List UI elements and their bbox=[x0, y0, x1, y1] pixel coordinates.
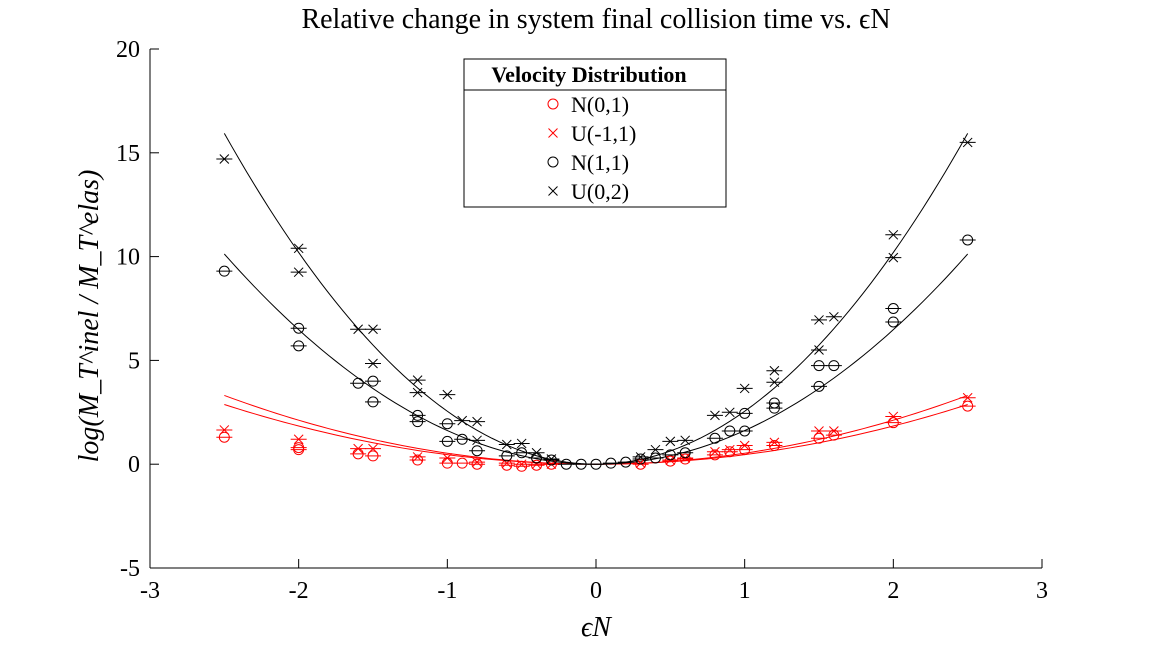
y-tick-label: -5 bbox=[120, 556, 140, 582]
legend-label: U(-1,1) bbox=[571, 121, 636, 146]
fit-line-N(1,1) bbox=[223, 253, 969, 465]
legend-title: Velocity Distribution bbox=[491, 62, 686, 87]
x-tick-label: -1 bbox=[437, 578, 457, 604]
y-tick-label: 15 bbox=[116, 141, 140, 167]
legend-item: N(0,1) bbox=[547, 92, 629, 117]
legend-box bbox=[463, 58, 727, 208]
y-tick-label: 20 bbox=[116, 37, 140, 63]
y-axis-label: log(M_T^inel / M_T^elas) bbox=[74, 170, 105, 463]
legend-marker bbox=[548, 186, 558, 196]
x-stroke bbox=[548, 186, 558, 196]
x-tick-label: -3 bbox=[140, 578, 160, 604]
x-tick-label: 3 bbox=[1036, 578, 1048, 604]
x-tick-label: 0 bbox=[590, 578, 602, 604]
legend-label: N(1,1) bbox=[571, 150, 629, 175]
axes bbox=[149, 48, 1043, 569]
legend-marker bbox=[548, 128, 558, 138]
legend: Velocity Distribution N(0,1) U(-1,1) N(1,1… bbox=[463, 58, 727, 208]
legend-item: N(1,1) bbox=[547, 150, 629, 175]
x-tick-label: 1 bbox=[739, 578, 751, 604]
y-tick-label: 5 bbox=[128, 348, 140, 374]
legend-marker bbox=[547, 98, 559, 110]
legend-label: N(0,1) bbox=[571, 92, 629, 117]
tick-labels: -3 -2 -1 0 1 2 3 -5 0 5 10 15 20 bbox=[116, 37, 1048, 604]
legend-marker bbox=[547, 156, 559, 168]
chart-title: Relative change in system final collisio… bbox=[301, 4, 890, 35]
x-tick-label: 2 bbox=[887, 578, 899, 604]
data-points bbox=[216, 137, 976, 472]
x-stroke bbox=[548, 128, 558, 138]
legend-label: U(0,2) bbox=[571, 179, 629, 204]
fit-line-N(0,1) bbox=[224, 404, 968, 465]
legend-item: U(-1,1) bbox=[548, 121, 636, 146]
x-axis-label: ϵN bbox=[581, 612, 612, 643]
legend-item: U(0,2) bbox=[548, 179, 629, 204]
y-tick-label: 10 bbox=[116, 245, 140, 271]
x-tick-label: -2 bbox=[289, 578, 309, 604]
y-tick-label: 0 bbox=[128, 452, 140, 478]
fit-line-U(-1,1) bbox=[224, 394, 968, 465]
